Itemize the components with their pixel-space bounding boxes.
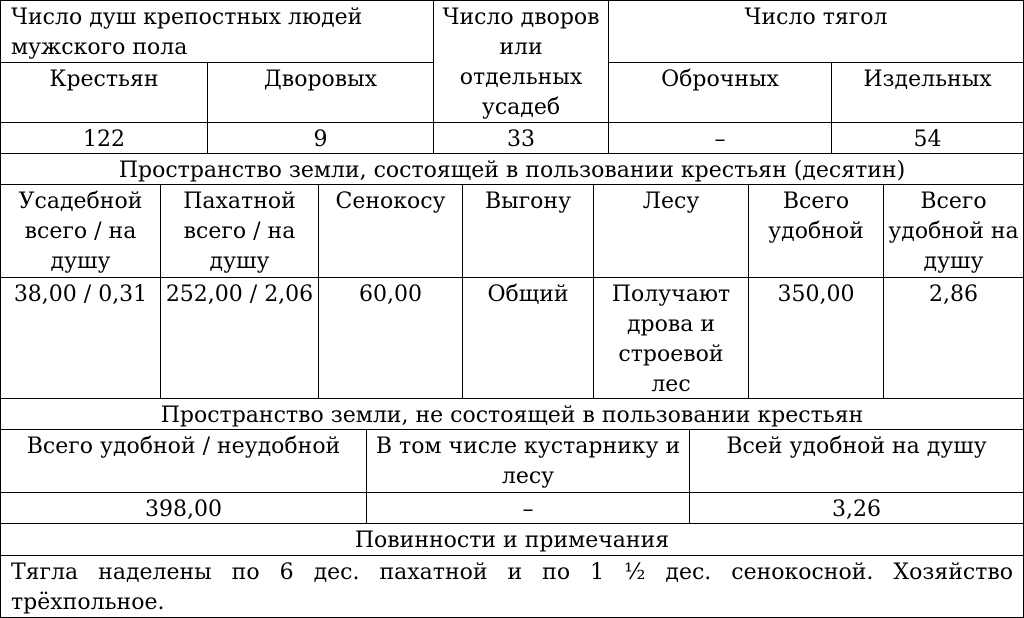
header-households: Число дворов или отдельных усадеб [433,0,609,123]
header-servants: Дворовых [207,62,434,123]
used-header: Всего удобной [748,184,884,278]
unused-value: – [366,492,690,524]
value-servants: 9 [207,122,434,154]
used-header: Выгону [462,184,594,278]
unused-header: Всей удобной на душу [689,429,1024,493]
header-souls: Число душ крепостных людей мужского пола [0,0,434,63]
used-value: Общий [462,277,594,399]
used-value: 2,86 [883,277,1024,399]
used-header: Усадебной всего / на душу [0,184,161,278]
used-value: 252,00 / 2,06 [160,277,319,399]
value-barshchina: 54 [831,122,1024,154]
header-barshchina: Издельных [831,62,1024,123]
value-households: 33 [433,122,609,154]
used-header: Лесу [593,184,749,278]
section-used-title: Пространство земли, состоящей в пользова… [0,153,1024,185]
used-value: 38,00 / 0,31 [0,277,161,399]
unused-header: Всего удобной / неудобной [0,429,367,493]
unused-value: 3,26 [689,492,1024,524]
section-duties-title: Повинности и примечания [0,523,1024,556]
used-value: Получают дрова и строевой лес [593,277,749,399]
header-obrok: Оброчных [608,62,832,123]
used-value: 60,00 [318,277,463,399]
used-header: Пахатной всего / на душу [160,184,319,278]
header-tyagla: Число тягол [608,0,1024,63]
value-peasants: 122 [0,122,208,154]
unused-header: В том числе кустарнику и лесу [366,429,690,493]
used-value: 350,00 [748,277,884,399]
duties-text: Тягла наделены по 6 дес. пахатной и по 1… [0,555,1024,618]
used-header: Всего удобной на душу [883,184,1024,278]
used-header: Сенокосу [318,184,463,278]
unused-value: 398,00 [0,492,367,524]
value-obrok: – [608,122,832,154]
header-peasants: Крестьян [0,62,208,123]
section-unused-title: Пространство земли, не состоящей в польз… [0,398,1024,430]
